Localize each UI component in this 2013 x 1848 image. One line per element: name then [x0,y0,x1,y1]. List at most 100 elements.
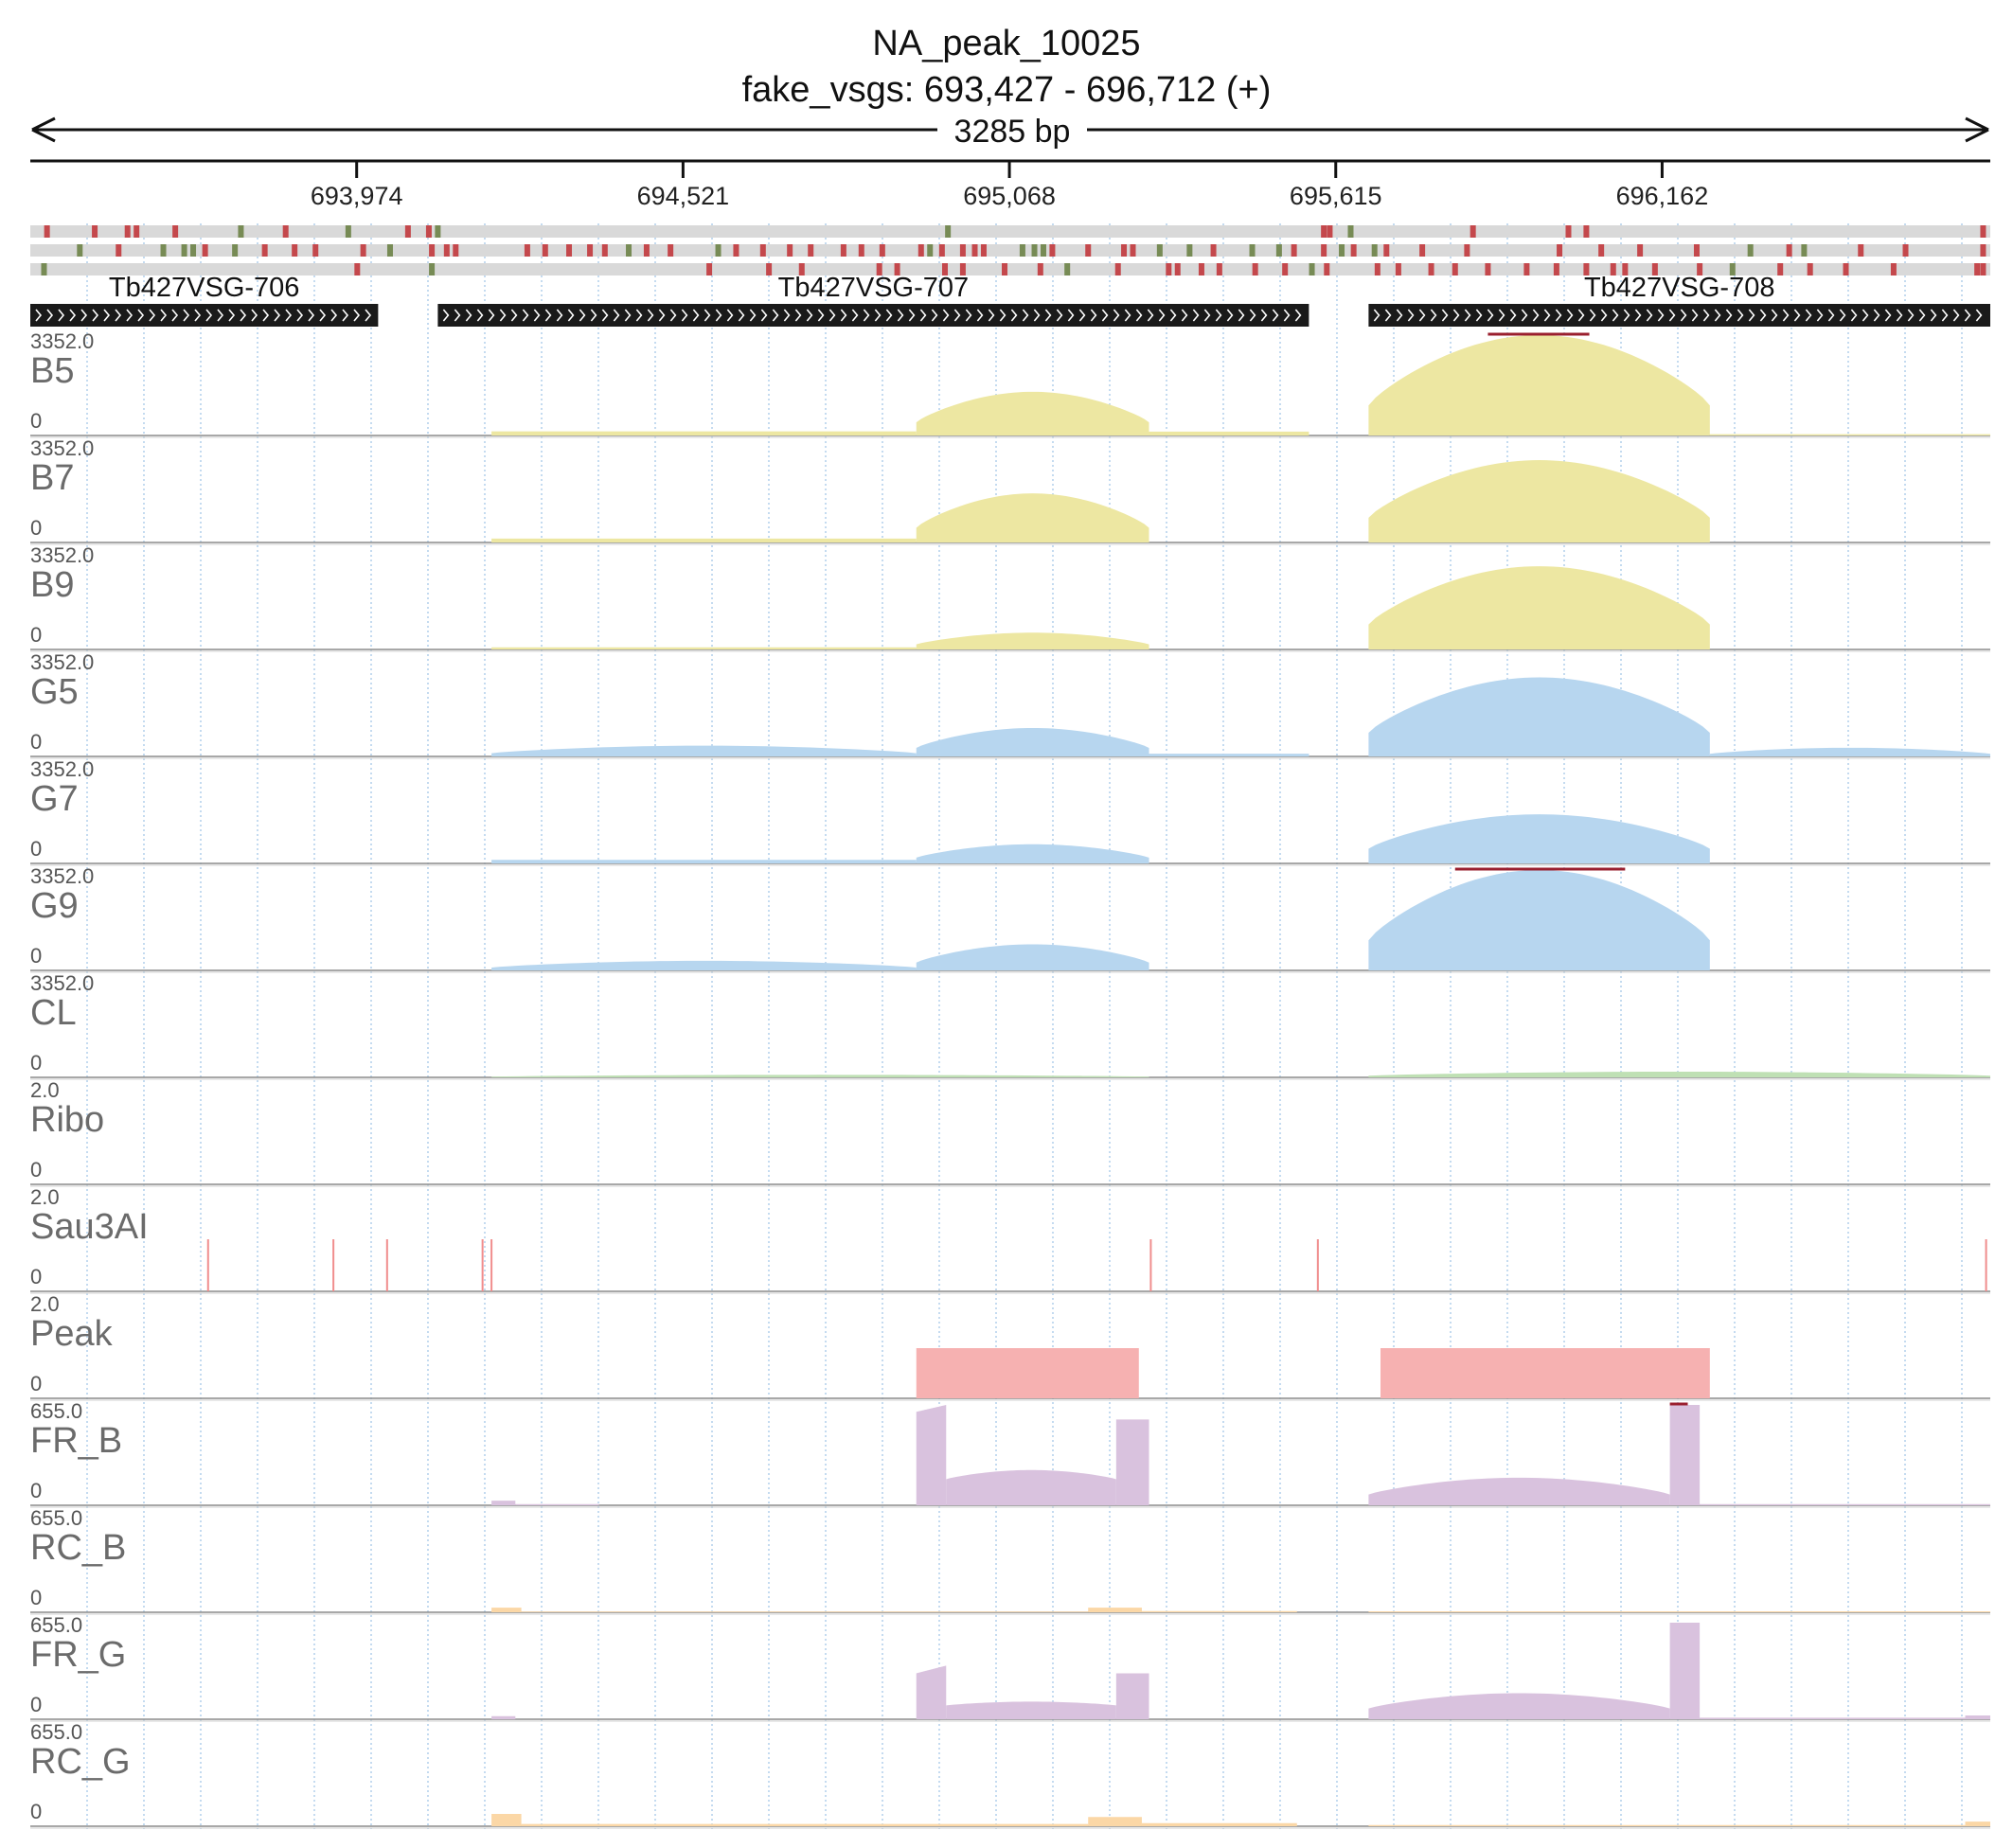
coverage-area [491,960,917,970]
coverage-area [946,1469,1116,1505]
gene-label: Tb427VSG-708 [1584,273,1775,303]
coverage-area [1149,431,1309,435]
coverage-area [491,745,917,756]
track-name-label: Sau3AI [30,1207,149,1247]
coverage-area [491,431,917,435]
variant-mark [77,244,83,257]
variant-mark [1651,263,1658,275]
gene-strand-arrows [35,309,372,322]
track-b7: 3352.0 0 B7 [30,436,1990,545]
variant-mark [1156,244,1163,257]
track-scale-max: 3352.0 [30,864,94,888]
gene-strand-arrows [1373,309,1983,322]
coverage-area [1149,754,1309,756]
variant-mark [668,244,674,257]
variant-mark [425,225,432,238]
coverage-area [1669,1623,1701,1719]
variant-mark [894,263,900,275]
coverage-area [1088,1817,1142,1826]
peak-block [916,1348,1139,1398]
variant-mark [1114,263,1121,275]
coverage-area [1088,1608,1142,1612]
variant-mark [1374,263,1381,275]
span-arrow: 3285 bp [31,114,1989,150]
variant-mark [980,244,987,257]
coverage-area [1965,1821,1990,1826]
variant-mark [798,263,805,275]
track-g5: 3352.0 0 G5 [30,650,1990,759]
variant-mark [1210,244,1217,257]
variant-mark [1858,244,1864,257]
track-scale-min: 0 [30,1693,42,1716]
variant-mark [1186,244,1193,257]
coverage-area [491,1814,522,1826]
track-b5: 3352.0 0 B5 [30,329,1990,438]
coverage-area [491,1501,516,1505]
coverage-area [1368,1477,1670,1505]
variant-mark [1324,263,1330,275]
coverage-area [491,860,917,863]
variant-mark [1350,244,1357,257]
variant-mark [238,225,244,238]
variant-mark [202,244,208,257]
variant-mark [1890,263,1897,275]
variant-mark [1980,263,1986,275]
ruler-tick-label: 696,162 [1616,182,1709,210]
ruler-ticks: 693,974 694,521 695,068 695,615 696,162 [311,161,1708,210]
coverage-area [1115,1419,1149,1505]
track-rc_g: 655.0 0 RC_G [30,1720,1990,1829]
variant-mark [927,244,934,257]
track-scale-max: 655.0 [30,1399,82,1423]
coverage-area [1141,1822,1297,1826]
variant-mark [1252,263,1258,275]
variant-mark [181,244,187,257]
track-scale-min: 0 [30,1586,42,1609]
track-name-label: G7 [30,779,79,819]
variant-mark [386,244,393,257]
variant-mark [1980,244,1986,257]
track-scale-max: 655.0 [30,1613,82,1637]
variant-mark [1383,244,1390,257]
variant-mark [292,244,298,257]
variant-mark [1583,263,1590,275]
variant-mark [601,244,608,257]
track-scale-max: 655.0 [30,1720,82,1744]
track-scale-max: 2.0 [30,1185,60,1209]
coverage-area [1700,1503,1990,1505]
region-subtitle: fake_vsgs: 693,427 - 696,712 (+) [742,70,1272,110]
variant-mark [1040,244,1046,257]
variant-mark [787,244,793,257]
coverage-area [916,727,1149,756]
gene-track: Tb427VSG-706 Tb427VSG-707 Tb427VSG-708 [30,273,1990,327]
coverage-area [515,1503,599,1505]
track-name-label: FR_G [30,1635,126,1675]
variant-mark [44,225,50,238]
gene-label: Tb427VSG-707 [778,273,970,303]
gene-bar [30,304,379,327]
track-fr_b: 655.0 0 FR_B [30,1399,1990,1508]
variant-row-background [30,225,1990,238]
track-name-label: G9 [30,886,79,926]
coverage-area [916,844,1149,863]
variant-mark [1622,263,1629,275]
variant-mark [404,225,411,238]
variant-mark [1174,263,1181,275]
variant-mark [435,225,441,238]
variant-mark [566,244,573,257]
variant-mark [1980,225,1986,238]
track-name-label: RC_G [30,1742,131,1782]
coverage-area [1700,1717,1966,1719]
variant-mark [1002,263,1008,275]
variant-mark [1249,244,1256,257]
coverage-area [521,1611,1089,1612]
coverage-area [491,1608,522,1612]
variant-mark [1085,244,1092,257]
variant-mark [587,244,594,257]
coverage-area [916,1405,947,1505]
variant-mark [1216,263,1222,275]
coverage-area [916,944,1149,970]
track-b9: 3352.0 0 B9 [30,543,1990,652]
track-scale-max: 2.0 [30,1078,60,1102]
coverage-area [491,647,917,649]
variant-mark [959,244,966,257]
